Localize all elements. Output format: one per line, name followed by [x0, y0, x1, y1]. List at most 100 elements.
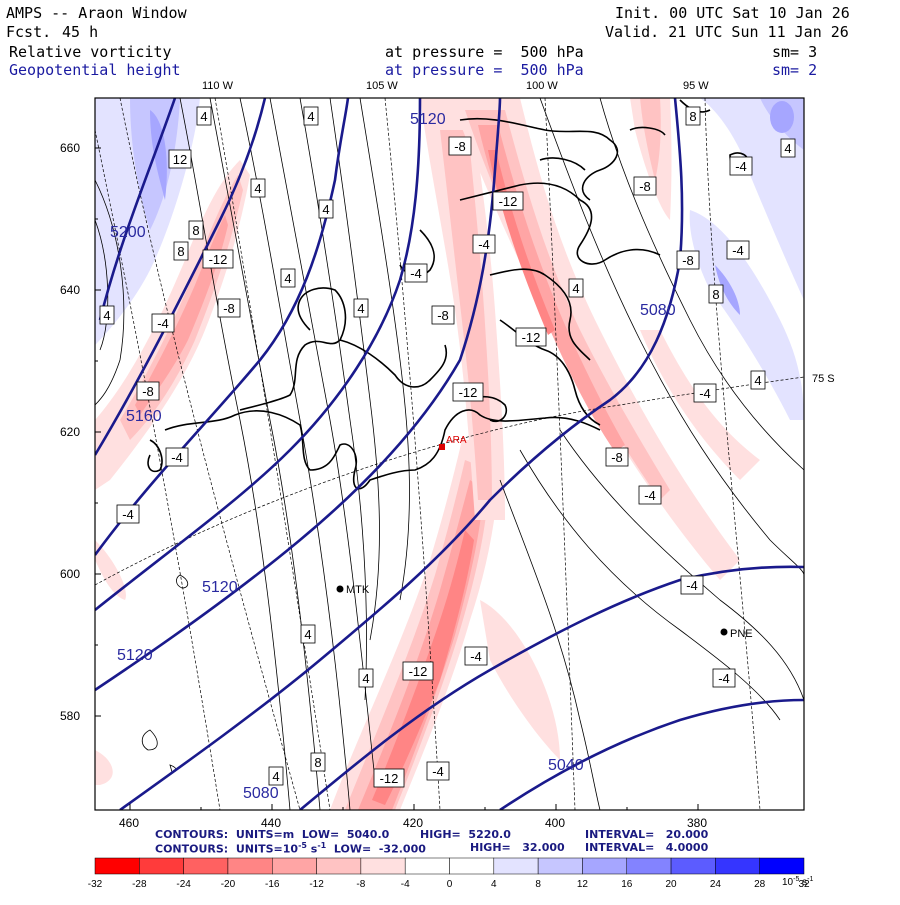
- colorbar-label: 4: [491, 879, 497, 890]
- station-mtk-marker[interactable]: [336, 585, 344, 593]
- vorticity-label: -8: [611, 450, 623, 465]
- forecast-label: Fcst.: [6, 23, 52, 41]
- footer-height-interval: INTERVAL= 20.000: [585, 828, 709, 841]
- colorbar-label: -8: [356, 879, 365, 890]
- vorticity-label-box: [136, 381, 160, 401]
- product-title: AMPS -- Araon Window: [6, 4, 187, 22]
- vorticity-label-box: [431, 305, 455, 325]
- footer-vort-high: HIGH= 32.000: [470, 841, 565, 854]
- vorticity-label: 8: [689, 109, 696, 124]
- colorbar-cell: [715, 857, 760, 875]
- lon-label-95w: 95 W: [683, 80, 709, 92]
- vorticity-label-box: [712, 668, 736, 688]
- vorticity-label: -4: [478, 237, 490, 252]
- vorticity-label-box: [280, 268, 296, 288]
- colorbar-label: 16: [621, 879, 633, 890]
- vorticity-label-box: [464, 646, 488, 666]
- vorticity-label: -4: [644, 488, 656, 503]
- colorbar-label: 28: [754, 879, 766, 890]
- vorticity-label-box: [780, 138, 796, 158]
- vorticity-label: 4: [362, 671, 369, 686]
- field2-smoothing: sm= 2: [772, 61, 818, 79]
- vorticity-label: -4: [171, 450, 183, 465]
- x-tick-440: 440: [261, 816, 281, 830]
- vorticity-label: -12: [380, 771, 399, 786]
- station-ara-marker[interactable]: [439, 444, 445, 450]
- lon-label-100w: 100 W: [526, 80, 558, 92]
- vorticity-label-box: [303, 106, 319, 126]
- y-tick-600: 600: [60, 567, 80, 581]
- station-pne-marker[interactable]: [720, 628, 728, 636]
- y-tick-620: 620: [60, 425, 80, 439]
- vorticity-label-box: [168, 149, 192, 169]
- colorbar-label: -16: [265, 879, 280, 890]
- vorticity-label: -4: [432, 764, 444, 779]
- vorticity-label: 8: [177, 244, 184, 259]
- vorticity-label-box: [693, 383, 717, 403]
- vorticity-label-box: [492, 191, 524, 211]
- colorbar-cell: [537, 857, 583, 875]
- vorticity-label: 4: [307, 109, 314, 124]
- colorbar-label: -20: [221, 879, 236, 890]
- height-label: 5040: [548, 757, 584, 774]
- vorticity-label: -8: [437, 308, 449, 323]
- field1-smoothing: sm= 3: [772, 43, 818, 61]
- colorbar-label: -24: [176, 879, 191, 890]
- colorbar-cell: [626, 857, 672, 875]
- vorticity-label: -4: [718, 671, 730, 686]
- colorbar-cell: [183, 857, 229, 875]
- vorticity-label-box: [638, 485, 662, 505]
- vorticity-label: 4: [200, 109, 207, 124]
- colorbar-unit: 10-5 s-1: [782, 876, 813, 888]
- colorbar-cell: [670, 857, 716, 875]
- colorbar-label: -12: [309, 879, 324, 890]
- vorticity-label-box: [268, 766, 284, 786]
- colorbar-cell: [582, 857, 627, 875]
- vorticity-label-box: [99, 305, 115, 325]
- colorbar-cell: [139, 857, 184, 875]
- vorticity-label-box: [173, 241, 189, 261]
- x-tick-420: 420: [403, 816, 423, 830]
- vorticity-label: 8: [314, 755, 321, 770]
- vorticity-label: -4: [410, 266, 422, 281]
- vorticity-label-box: [202, 249, 234, 269]
- vorticity-label: -8: [639, 179, 651, 194]
- vorticity-label: -12: [459, 385, 478, 400]
- vorticity-label-box: [402, 661, 434, 681]
- vorticity-label: 4: [254, 181, 261, 196]
- colorbar-label: 0: [447, 879, 453, 890]
- height-label: 5120: [410, 111, 446, 128]
- lon-labels: 110 W 105 W 100 W 95 W 75 S: [202, 80, 835, 385]
- valid-time: Valid. 21 UTC Sun 11 Jan 26: [605, 23, 849, 41]
- vorticity-label-box: [217, 298, 241, 318]
- colorbar-cell: [94, 857, 140, 875]
- colorbar-label: -4: [401, 879, 410, 890]
- vorticity-label-box: [685, 106, 701, 126]
- vorticity-label: -8: [454, 139, 466, 154]
- lon-label-105w: 105 W: [366, 80, 398, 92]
- vorticity-label: 4: [784, 141, 791, 156]
- vorticity-label: -12: [522, 330, 541, 345]
- colorbar-cell: [272, 857, 317, 875]
- height-label: 5080: [640, 302, 676, 319]
- vorticity-label-box: [151, 313, 175, 333]
- vorticity-label: -8: [142, 384, 154, 399]
- shaded-vorticity-layer: [95, 98, 804, 810]
- footer-vort-interval: INTERVAL= 4.0000: [585, 841, 709, 854]
- vorticity-label: 4: [322, 202, 329, 217]
- y-tick-640: 640: [60, 283, 80, 297]
- vorticity-label: 4: [754, 373, 761, 388]
- forecast-hours: 45 h: [62, 23, 99, 41]
- vorticity-label-box: [250, 178, 266, 198]
- vorticity-label-box: [726, 240, 750, 260]
- vorticity-label-box: [373, 768, 405, 788]
- y-tick-580: 580: [60, 709, 80, 723]
- vorticity-label-box: [426, 761, 450, 781]
- vorticity-label-box: [750, 370, 766, 390]
- graticule: [95, 98, 804, 810]
- colorbar-cell: [316, 857, 362, 875]
- vorticity-label: -12: [209, 252, 228, 267]
- vorticity-label-box: [472, 234, 496, 254]
- colorbar-cell: [227, 857, 273, 875]
